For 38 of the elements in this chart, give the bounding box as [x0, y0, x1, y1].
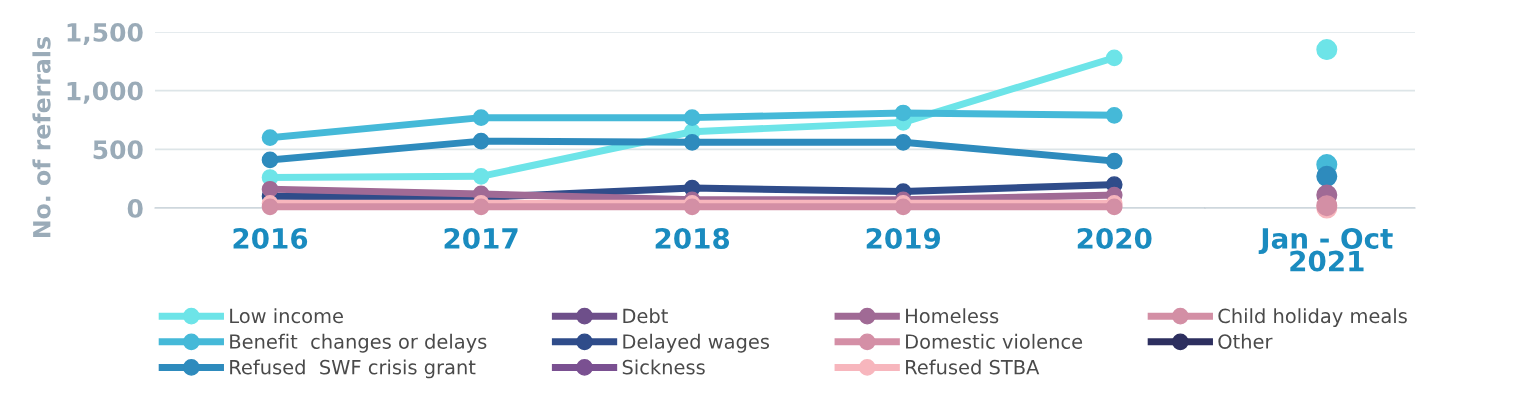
y-axis-title: No. of referrals	[32, 37, 51, 238]
point	[472, 198, 490, 216]
legend-label: Other	[1218, 333, 1273, 349]
legend-label: Refused STBA	[906, 359, 1040, 375]
legend-label: Domestic violence	[906, 333, 1083, 349]
y-tick-label: 0	[127, 198, 143, 218]
point	[261, 151, 279, 169]
point	[261, 129, 279, 146]
x-tick-label: 2019	[866, 227, 941, 249]
point	[1105, 106, 1123, 124]
point	[1105, 152, 1123, 170]
point	[894, 198, 912, 216]
legend-label: Refused SWF crisis grant	[230, 359, 476, 379]
y-tick-label: 1,500	[67, 22, 143, 46]
point	[894, 133, 912, 151]
point	[894, 104, 912, 122]
legend-label: Benefit changes or delays	[230, 333, 487, 353]
point	[472, 109, 490, 126]
legend-label: Delayed wages	[623, 333, 770, 353]
legend-label: Low income	[230, 308, 343, 324]
y-tick-label: 500	[93, 140, 143, 160]
point	[683, 133, 701, 151]
y-tick-label: 1,000	[67, 81, 143, 104]
point	[683, 198, 701, 216]
point	[472, 167, 490, 185]
x-tick-label: 2017	[444, 227, 518, 249]
legend-label: Sickness	[622, 359, 705, 375]
point	[683, 109, 701, 126]
legend-label: Debt	[623, 308, 668, 324]
x-tick-label: 2020	[1077, 227, 1152, 249]
legend-label: Child holiday meals	[1218, 308, 1407, 328]
point	[1105, 49, 1123, 67]
x-tick-label: Jan - Oct 2021	[1258, 227, 1393, 272]
x-tick-label: 2016	[233, 227, 308, 249]
point	[472, 132, 490, 150]
x-tick-label: 2018	[655, 227, 730, 249]
legend-label: Homeless	[906, 308, 999, 324]
point	[1105, 198, 1123, 216]
